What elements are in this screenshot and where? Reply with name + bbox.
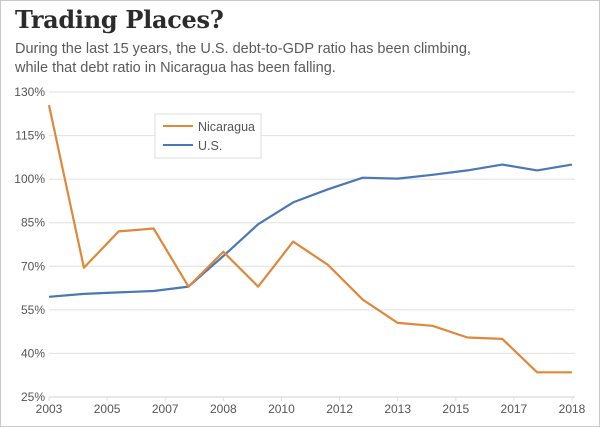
series-line-us xyxy=(48,163,573,298)
x-tick-label: 2015 xyxy=(442,402,469,416)
legend-box xyxy=(154,113,262,159)
y-tick-label: 130% xyxy=(14,85,45,99)
x-tick-label: 2013 xyxy=(384,402,411,416)
y-tick-label: 70% xyxy=(21,259,45,273)
series-lines xyxy=(47,104,573,374)
legend-label-nicaragua: Nicaragua xyxy=(198,120,255,134)
x-tick-label: 2008 xyxy=(210,402,237,416)
gridlines xyxy=(49,91,575,398)
x-tick-label: 2018 xyxy=(559,402,586,416)
legend: Nicaragua U.S. xyxy=(154,113,262,159)
y-tick-label: 100% xyxy=(14,172,45,186)
x-tick-label: 2005 xyxy=(94,402,121,416)
chart-subtitle: During the last 15 years, the U.S. debt-… xyxy=(15,40,575,78)
x-tick-label: 2003 xyxy=(36,402,63,416)
series-line-nicaragua xyxy=(47,104,572,374)
x-tick-label: 2017 xyxy=(501,402,528,416)
y-tick-label: 55% xyxy=(21,303,45,317)
y-tick-label: 115% xyxy=(15,129,45,143)
legend-label-us: U.S. xyxy=(198,139,222,153)
subtitle-line-2: while that debt ratio in Nicaragua has b… xyxy=(15,60,336,76)
subtitle-line-1: During the last 15 years, the U.S. debt-… xyxy=(15,41,471,57)
y-axis-tick-labels: 25% 40% 55% 70% 85% 100% 115% 130% xyxy=(14,85,45,404)
x-tick-label: 2010 xyxy=(268,402,295,416)
y-tick-label: 40% xyxy=(21,346,45,360)
chart-title: Trading Places? xyxy=(15,5,224,34)
x-axis-tick-labels: 2003 2005 2007 2008 2010 2012 2013 2015 2017 2018 xyxy=(36,397,586,416)
x-tick-label: 2012 xyxy=(326,402,353,416)
y-tick-label: 25% xyxy=(21,390,45,404)
y-tick-label: 85% xyxy=(21,216,45,230)
x-tick-label: 2007 xyxy=(152,402,179,416)
